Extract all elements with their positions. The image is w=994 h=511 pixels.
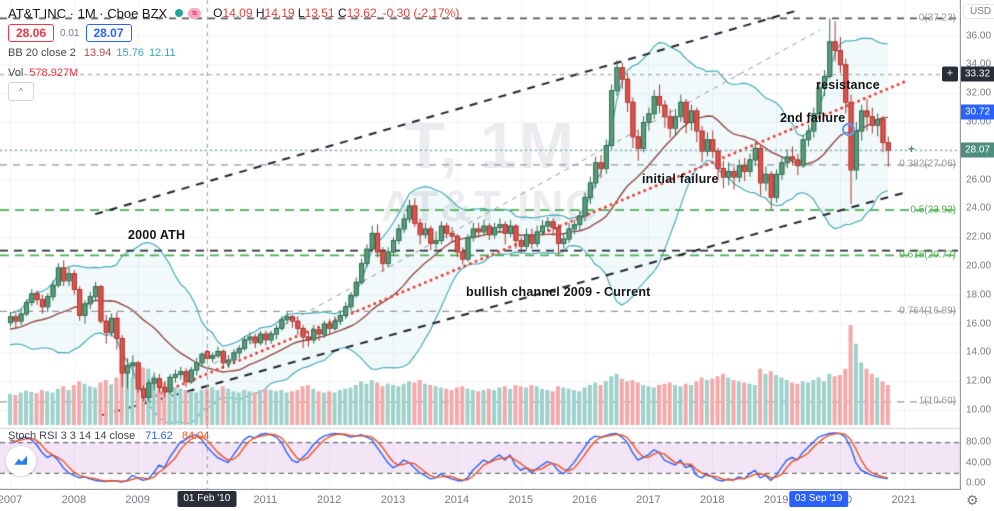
fib-level-label: 0.618(20.77) bbox=[899, 249, 956, 261]
fib-level-label: 0.764(16.89) bbox=[899, 305, 956, 317]
stoch-k-value: 71.62 bbox=[145, 430, 173, 442]
annotation-text-3: 2nd failure bbox=[780, 111, 846, 125]
last-bar-plus-icon: + bbox=[908, 141, 916, 156]
bb-indicator-row[interactable]: BB 20 close 2 13.94 15.76 12.11 bbox=[8, 44, 459, 62]
bb-upper-value: 15.76 bbox=[116, 47, 144, 59]
stoch-rsi-legend[interactable]: Stoch RSI 3 3 14 14 close 71.62 84.04 bbox=[8, 430, 209, 442]
fib-level-label: 0.5(23.92) bbox=[910, 204, 956, 216]
year-tick: 2007 bbox=[0, 494, 23, 506]
price-tick: 14.00 bbox=[966, 346, 992, 358]
price-tick: 24.00 bbox=[966, 202, 992, 214]
price-tick: 26.00 bbox=[966, 174, 992, 186]
buy-button[interactable]: 28.07 bbox=[85, 24, 132, 42]
fib-level-label: 0.382(27.06) bbox=[899, 158, 956, 170]
year-tick: 2018 bbox=[699, 494, 725, 506]
price-tick: 22.00 bbox=[966, 231, 992, 243]
bb-lower-value: 12.11 bbox=[148, 47, 176, 59]
price-tick: 32.00 bbox=[966, 87, 992, 99]
year-tick: 2012 bbox=[316, 494, 342, 506]
add-alert-plus-button[interactable]: + bbox=[942, 66, 958, 82]
year-tick: 2015 bbox=[508, 494, 533, 506]
time-axis[interactable]: 01 Feb '10 03 Sep '19 ⚙ 2007 2008 2009 2011… bbox=[0, 490, 994, 511]
bb-basis-value: 13.94 bbox=[83, 47, 112, 59]
failure-point-marker[interactable] bbox=[841, 122, 855, 136]
volume-indicator-row[interactable]: Vol 578.927M bbox=[8, 64, 459, 82]
sell-button[interactable]: 28.06 bbox=[8, 24, 55, 42]
ohlc-readout: O14.09 H14.19 L13.51 C13.62 bbox=[213, 6, 377, 20]
price-tick: 10.00 bbox=[966, 404, 992, 416]
stoch-tick: 40.00 bbox=[966, 457, 992, 469]
vol-label: Vol bbox=[8, 67, 24, 79]
stoch-tick: 0.00 bbox=[966, 477, 986, 489]
price-tick: 20.00 bbox=[966, 260, 992, 272]
year-tick: 2009 bbox=[125, 494, 150, 506]
year-tick: 2019 bbox=[763, 494, 789, 506]
currency-toggle[interactable]: USD bbox=[963, 4, 994, 19]
chart-legend: AT&T INC · 1M · Cboe BZX ≈ O14.09 H14.19… bbox=[8, 4, 459, 84]
year-tick: 2014 bbox=[444, 494, 470, 506]
approx-data-icon[interactable]: ≈ bbox=[188, 7, 202, 19]
price-tick: 12.00 bbox=[966, 375, 992, 387]
price-tick: 30.00 bbox=[966, 116, 992, 128]
price-tick: 16.00 bbox=[966, 318, 992, 330]
symbol-row[interactable]: AT&T INC · 1M · Cboe BZX ≈ O14.09 H14.19… bbox=[8, 4, 459, 22]
alert-price-badge[interactable]: 30.72 bbox=[961, 104, 994, 120]
last-price-badge: 28.07 bbox=[961, 142, 994, 158]
fib-level-label: 0(37.23) bbox=[918, 12, 956, 24]
year-tick: 2021 bbox=[891, 494, 916, 506]
price-tick: 18.00 bbox=[966, 289, 992, 301]
mountain-chart-icon bbox=[14, 455, 27, 465]
stoch-label: Stoch RSI 3 3 14 14 close bbox=[8, 430, 136, 442]
crosshair-date-badge: 01 Feb '10 bbox=[177, 491, 237, 507]
fib-level-label: 1(10.60) bbox=[918, 395, 956, 407]
bid-ask-row: 28.06 0.01 28.07 bbox=[8, 24, 459, 42]
year-tick: 2013 bbox=[380, 494, 406, 506]
market-status-icon[interactable] bbox=[175, 9, 184, 17]
vol-value: 578.927M bbox=[29, 67, 79, 79]
year-tick: 2017 bbox=[636, 494, 661, 506]
published-date-badge: 03 Sep '19 bbox=[788, 491, 849, 507]
annotation-text-4: resistance bbox=[816, 78, 880, 92]
bb-label: BB 20 close 2 bbox=[8, 47, 76, 59]
axis-settings-gear-icon[interactable]: ⚙ bbox=[966, 492, 979, 508]
stoch-d-value: 84.04 bbox=[181, 430, 210, 442]
year-tick: 2011 bbox=[253, 494, 278, 506]
price-tick: 34.00 bbox=[966, 58, 992, 70]
stoch-tick: 80.00 bbox=[966, 436, 992, 448]
annotation-text-0: 2000 ATH bbox=[128, 228, 186, 242]
annotation-text-2: initial failure bbox=[642, 172, 719, 186]
tradingview-logo[interactable] bbox=[6, 446, 36, 476]
change-readout: -0.30 (-2.17%) bbox=[382, 6, 460, 20]
annotation-text-1: bullish channel 2009 - Current bbox=[466, 285, 651, 299]
spread-value: 0.01 bbox=[60, 27, 80, 39]
year-tick: 2008 bbox=[61, 494, 87, 506]
price-tick: 36.00 bbox=[966, 30, 992, 42]
collapse-legend-button[interactable]: ^ bbox=[8, 82, 34, 101]
crosshair-price-badge: 33.32 bbox=[961, 66, 994, 82]
symbol-title: AT&T INC · 1M · Cboe BZX bbox=[8, 5, 168, 21]
year-tick: 2016 bbox=[572, 494, 597, 506]
